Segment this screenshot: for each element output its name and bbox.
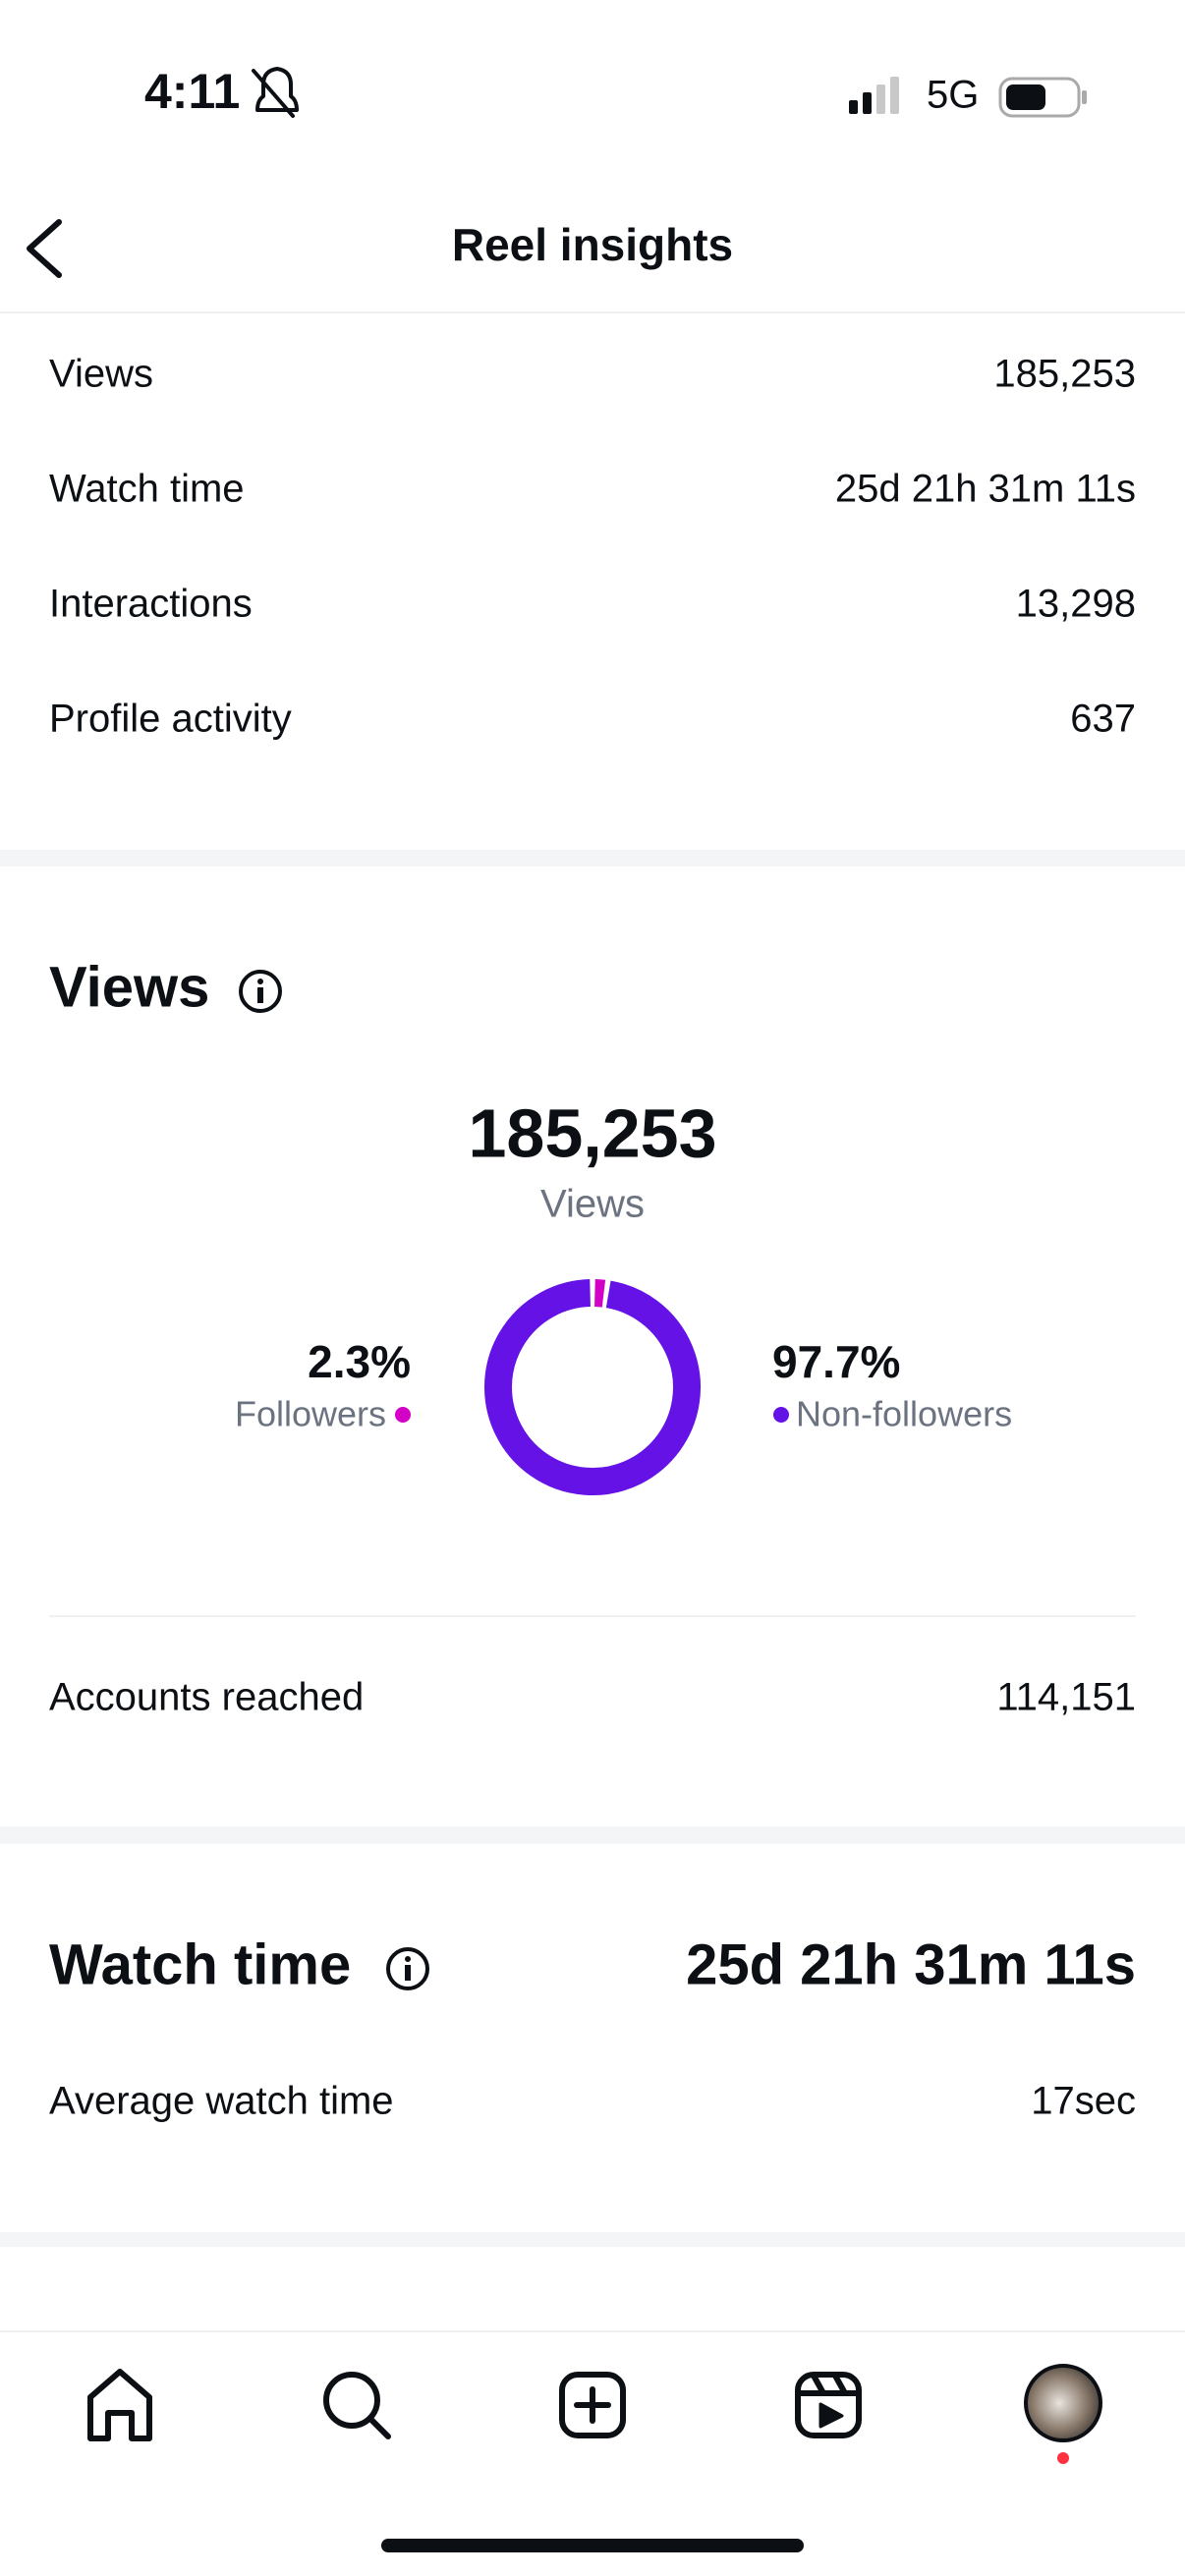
section-separator	[0, 1826, 1185, 1844]
header-title: Reel insights	[452, 219, 733, 270]
divider	[0, 2330, 1185, 2332]
donut-segment	[593, 1279, 606, 1308]
info-icon[interactable]	[386, 1947, 429, 1990]
nav-profile[interactable]	[1024, 2364, 1102, 2464]
divider	[49, 1615, 1136, 1617]
battery-icon	[998, 77, 1087, 118]
followers-label: Followers	[235, 1394, 386, 1434]
row-label: Average watch time	[49, 2080, 394, 2123]
non-followers-label: Non-followers	[796, 1394, 1012, 1434]
legend-dot	[395, 1407, 411, 1423]
divider	[0, 311, 1185, 313]
info-icon[interactable]	[239, 970, 282, 1013]
views-total-label: Views	[540, 1183, 645, 1226]
status-time: 4:11	[144, 64, 240, 119]
section-separator	[0, 850, 1185, 867]
row-value: 13,298	[1016, 583, 1136, 626]
non-followers-percent: 97.7%	[772, 1336, 900, 1387]
section-separator	[0, 2232, 1185, 2247]
views-total: 185,253	[468, 1094, 716, 1171]
row-label: Views	[49, 353, 153, 396]
nav-create[interactable]	[559, 2372, 626, 2438]
row-value: 114,151	[996, 1676, 1136, 1719]
section-title: Views	[49, 955, 209, 1019]
row-value: 637	[1070, 698, 1136, 741]
home-indicator	[381, 2539, 804, 2552]
row-value: 25d 21h 31m 11s	[835, 468, 1136, 511]
row-label: Accounts reached	[49, 1676, 364, 1719]
watch-time-total: 25d 21h 31m 11s	[686, 1932, 1136, 1996]
section-title: Watch time	[49, 1932, 351, 1996]
nav-search[interactable]	[323, 2372, 391, 2439]
nav-reels[interactable]	[795, 2372, 862, 2438]
mute-icon	[252, 67, 299, 118]
signal-icon	[849, 77, 899, 114]
network-label: 5G	[927, 74, 979, 117]
row-value: 185,253	[993, 353, 1136, 396]
row-label: Watch time	[49, 468, 245, 511]
legend-dot	[773, 1407, 789, 1423]
row-label: Interactions	[49, 583, 253, 626]
back-button[interactable]	[27, 219, 62, 278]
donut-segment	[484, 1279, 701, 1495]
donut-chart	[484, 1279, 701, 1495]
followers-percent: 2.3%	[308, 1336, 411, 1387]
nav-home[interactable]	[87, 2369, 152, 2441]
summary-list: Views 185,253 Watch time 25d 21h 31m 11s Int…	[49, 353, 1136, 741]
row-value: 17sec	[1031, 2080, 1136, 2123]
row-label: Profile activity	[49, 698, 292, 741]
